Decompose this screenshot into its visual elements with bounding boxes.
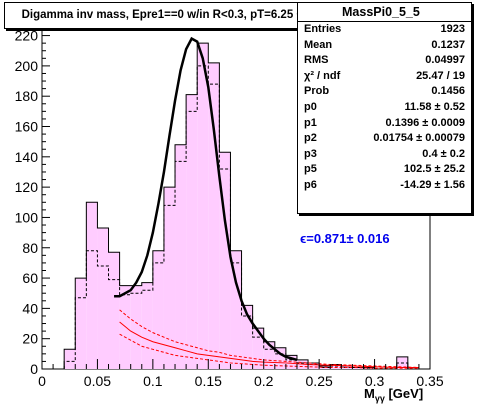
stats-row-9: p5 102.5 ± 25.2	[298, 162, 471, 178]
histogram-bar	[352, 367, 364, 369]
efficiency-label: ϵ=0.871± 0.016	[300, 231, 390, 246]
histogram-bar	[141, 282, 153, 369]
stats-row-value: 0.1396 ± 0.0009	[385, 116, 465, 129]
histogram-bar	[252, 328, 264, 369]
x-tick-label: 0.25	[306, 373, 333, 389]
histogram-bar	[274, 347, 286, 369]
stats-row-8: p3 0.4 ± 0.2	[298, 147, 471, 163]
stats-row-label: p0	[304, 100, 317, 113]
stats-row-label: RMS	[304, 54, 329, 67]
stats-row-value: 11.58 ± 0.52	[404, 100, 465, 113]
background-fit-upper-line	[119, 309, 419, 368]
histogram-bar	[197, 43, 209, 370]
stats-row-6: p1 0.1396 ± 0.0009	[298, 116, 471, 132]
stats-row-label: p5	[304, 163, 317, 176]
stats-row-10: p6 -14.29 ± 1.56	[298, 178, 471, 194]
stats-row-label: χ² / ndf	[304, 69, 341, 82]
stats-row-7: p2 0.01754 ± 0.00079	[298, 131, 471, 147]
y-tick-label: 160	[15, 119, 39, 135]
y-tick-label: 120	[15, 179, 39, 195]
x-tick-label: 0.15	[195, 373, 222, 389]
x-tick-label: 0	[38, 373, 46, 389]
background-fit-lower-line	[119, 333, 419, 369]
histogram-bar	[152, 250, 164, 369]
x-axis-label: Mγγ [GeV]	[364, 386, 424, 404]
histogram-bar	[263, 341, 275, 369]
stats-row-value: 0.04997	[425, 54, 465, 67]
stats-row-value: 0.4 ± 0.2	[422, 147, 465, 160]
stats-row-label: p2	[304, 132, 317, 145]
signal-fit-line	[114, 36, 298, 362]
histogram-bar	[75, 278, 87, 369]
stats-row-label: p3	[304, 147, 317, 160]
stats-row-value: -14.29 ± 1.56	[400, 178, 465, 191]
y-tick-label: 220	[15, 28, 39, 44]
histogram-bar	[186, 94, 198, 369]
histogram-bar	[86, 202, 98, 369]
stats-row-4: Prob 0.1456	[298, 84, 471, 100]
stats-row-value: 0.1237	[431, 38, 465, 51]
histogram-bar	[219, 152, 231, 369]
x-tick-label: 0.3	[365, 373, 385, 389]
stats-row-label: Prob	[304, 85, 330, 98]
histogram-bar	[108, 252, 120, 369]
histogram-bar	[64, 349, 76, 369]
y-tick-label: 40	[22, 300, 38, 316]
histogram-bar	[208, 62, 220, 369]
histogram-bar	[163, 187, 176, 369]
stats-row-value: 1923	[440, 23, 465, 35]
stats-row-0: Entries 1923	[298, 22, 471, 38]
histogram-bar	[230, 250, 242, 369]
histogram-bar	[308, 362, 320, 369]
stats-row-value: 102.5 ± 25.2	[403, 163, 465, 176]
stats-row-5: p0 11.58 ± 0.52	[298, 100, 471, 116]
background-fit-line	[119, 321, 419, 368]
stats-row-label: Entries	[304, 23, 342, 35]
histogram-bar	[119, 285, 131, 369]
histogram-bar	[130, 285, 142, 369]
stats-box: MassPi0_5_5 Entries 1923 Mean 0.1237 RMS 0.04…	[297, 2, 472, 214]
y-tick-label: 100	[15, 209, 39, 225]
stats-row-3: χ² / ndf 25.47 / 19	[298, 69, 471, 85]
y-tick-label: 20	[22, 331, 38, 347]
x-tick-label: 0.2	[254, 373, 274, 389]
stats-row-value: 0.01754 ± 0.00079	[373, 132, 465, 145]
histogram-bar	[363, 367, 375, 369]
stats-row-label: Mean	[304, 38, 333, 51]
stats-row-label: p1	[304, 116, 317, 129]
stats-row-value: 0.1456	[431, 85, 465, 98]
histogram-bar	[330, 364, 342, 369]
y-tick-label: 60	[22, 270, 38, 286]
x-tick-label: 0.35	[416, 373, 443, 389]
y-tick-label: 140	[15, 149, 39, 165]
x-tick-label: 0.1	[143, 373, 163, 389]
histogram-title: Digamma inv mass, Epre1==0 w/in R<0.3, p…	[4, 2, 337, 29]
stats-row-1: Mean 0.1237	[298, 38, 471, 54]
stats-row-2: RMS 0.04997	[298, 53, 471, 69]
histogram-bar	[241, 305, 253, 369]
stats-row-value: 25.47 / 19	[416, 69, 465, 82]
histogram-bar	[175, 144, 187, 369]
y-tick-label: 180	[15, 88, 39, 104]
y-tick-label: 200	[15, 58, 39, 74]
y-tick-label: 80	[22, 240, 38, 256]
histogram-bar	[97, 228, 109, 369]
y-tick-label: 0	[30, 361, 38, 377]
stats-histogram-name: MassPi0_5_5	[298, 3, 471, 22]
stats-rows: Entries 1923 Mean 0.1237 RMS 0.04997 χ² / ndf 2…	[298, 22, 471, 194]
stats-row-label: p6	[304, 178, 317, 191]
x-tick-label: 0.05	[84, 373, 111, 389]
